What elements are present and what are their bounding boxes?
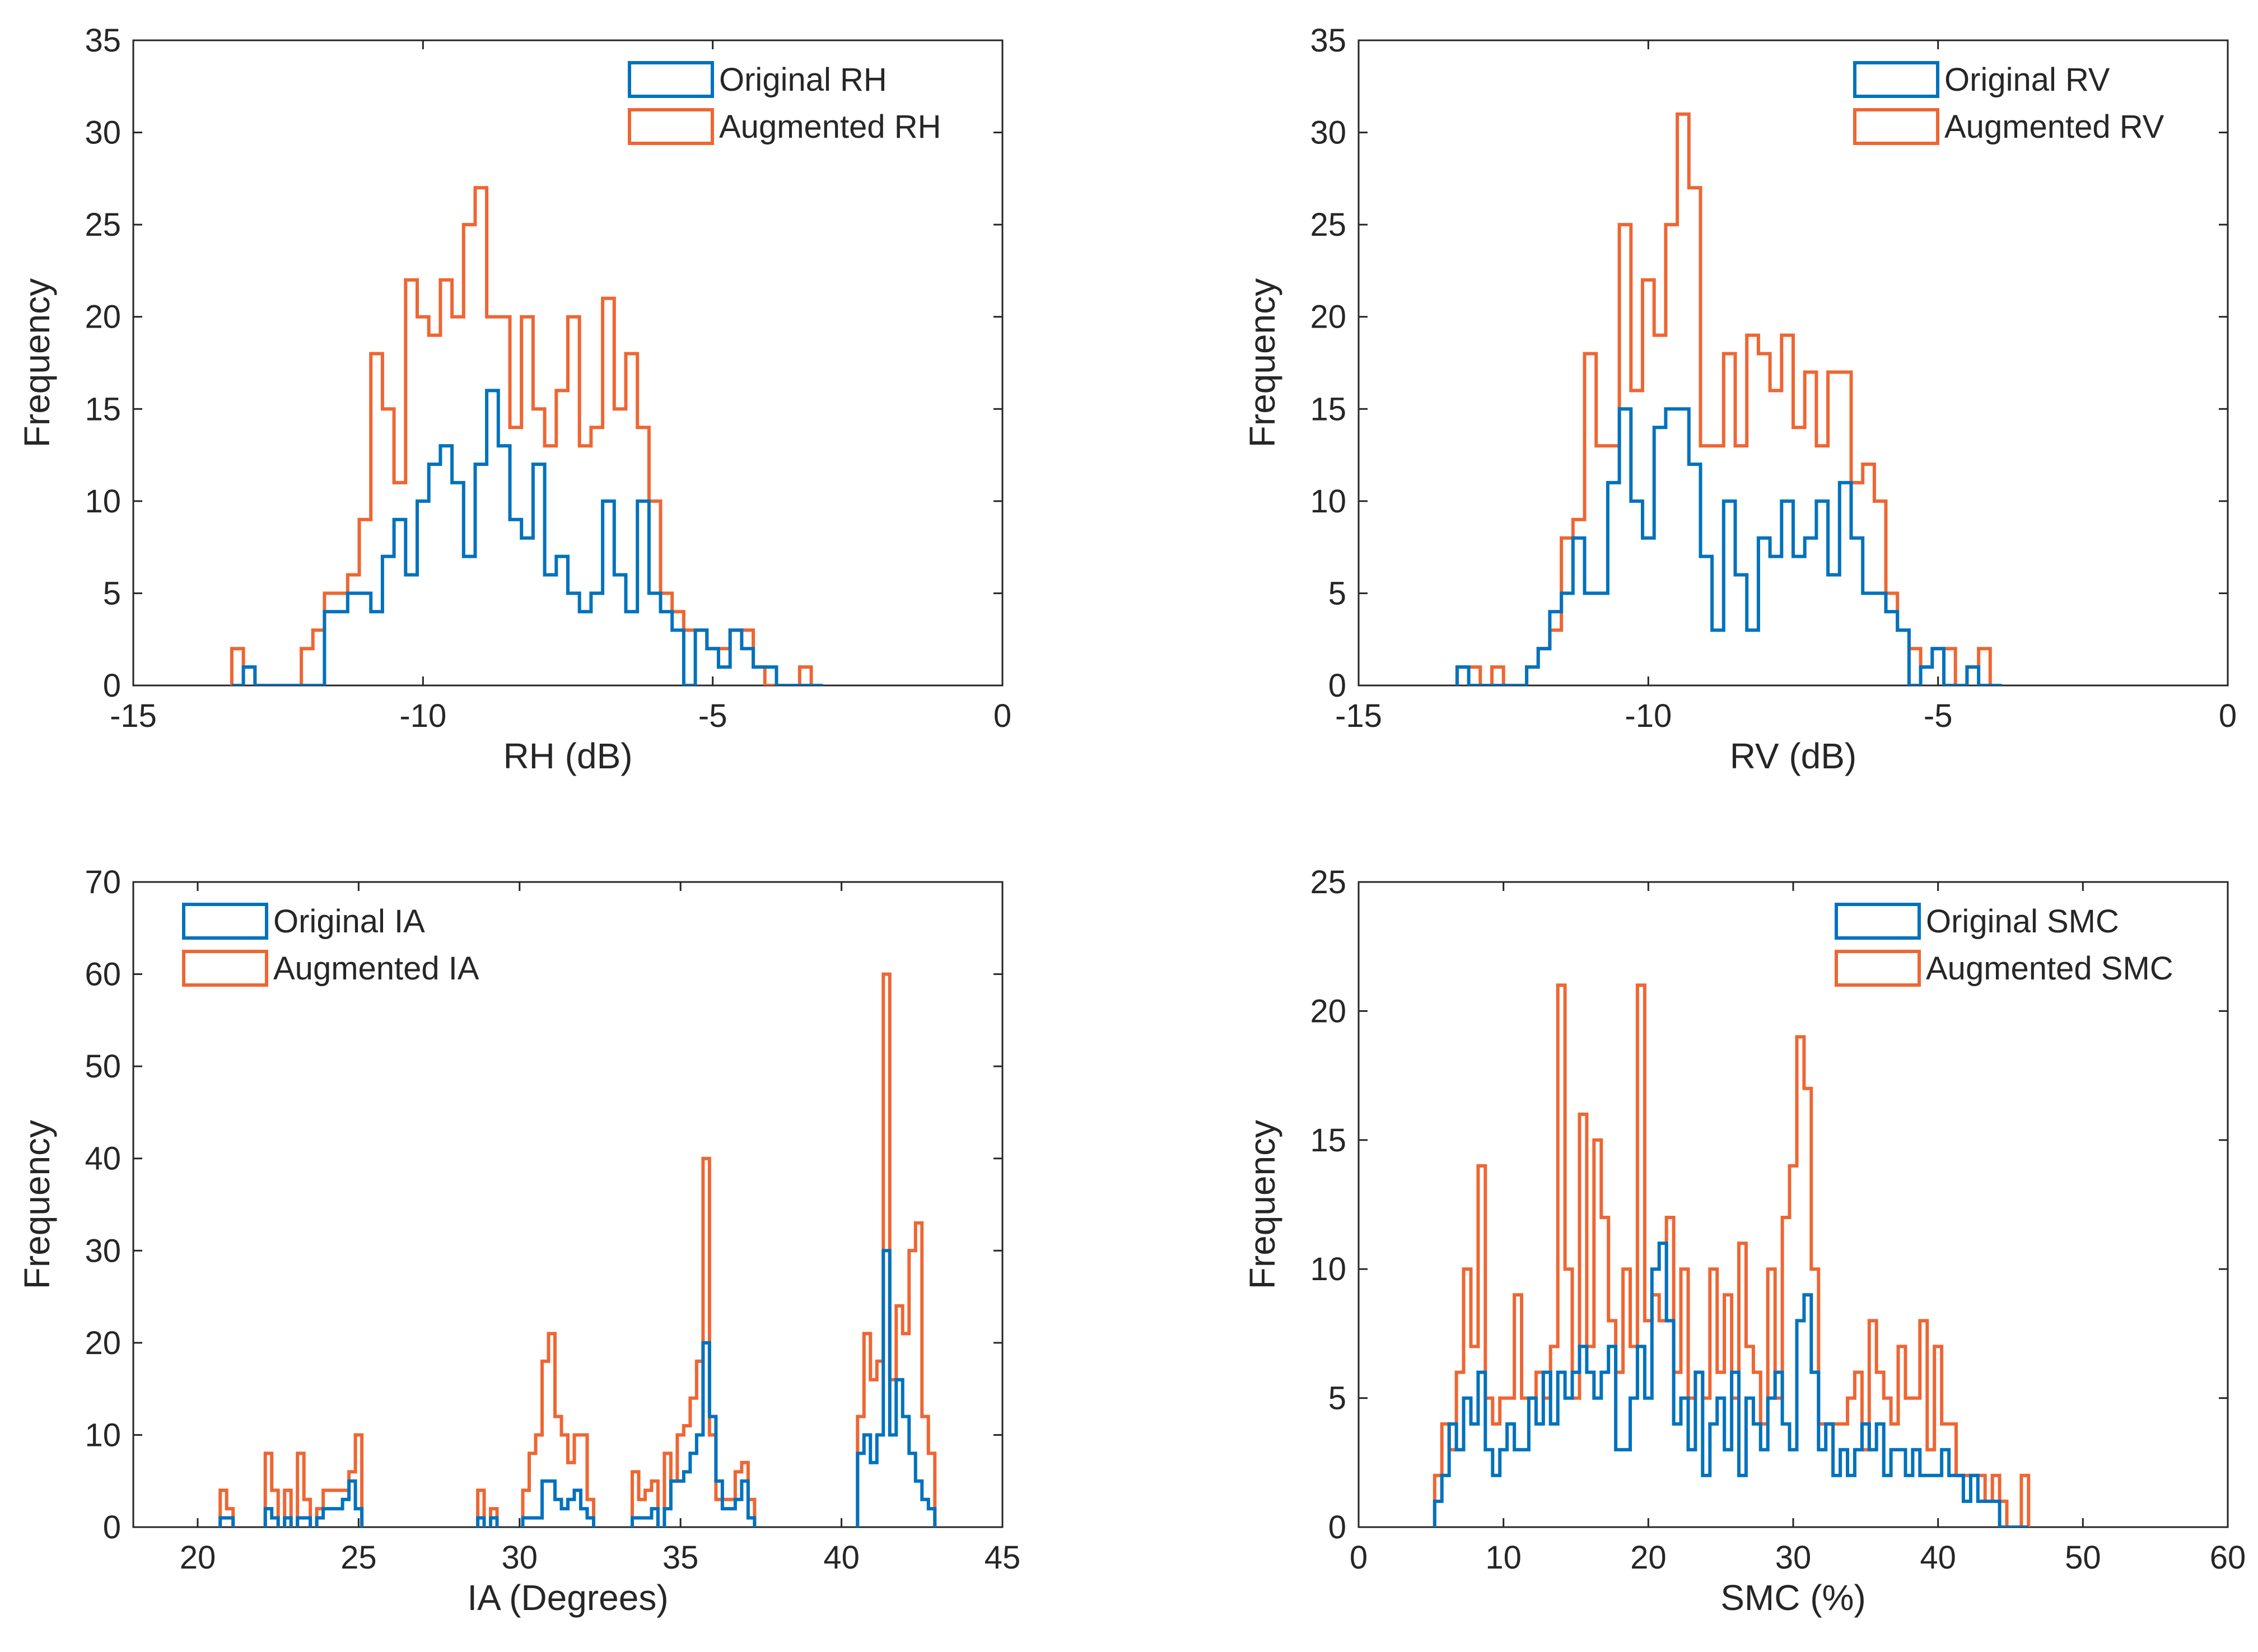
y-tick-label: 20 xyxy=(1310,299,1346,335)
legend-swatch-original xyxy=(628,61,714,98)
y-tick-label: 20 xyxy=(85,299,121,335)
panel-rh: -15 -10 -5 0 0 5 10 15 20 25 30 35 RH (dB) Frequency O… xyxy=(17,22,1011,776)
y-tick-label: 30 xyxy=(85,1233,121,1269)
x-tick-label: 20 xyxy=(1630,1539,1667,1576)
histogram-augmented-series xyxy=(218,972,937,1527)
y-axis-label: Frequency xyxy=(17,278,57,447)
x-tick-label: 50 xyxy=(2065,1539,2101,1576)
legend-swatch-original xyxy=(182,903,268,940)
x-tick-label: 0 xyxy=(993,698,1011,734)
histogram-augmented-series xyxy=(1455,112,2002,685)
x-axis-label: RV (dB) xyxy=(1730,736,1856,776)
legend-label-original: Original SMC xyxy=(1926,903,2119,940)
legend-label-original: Original RV xyxy=(1944,62,2110,98)
y-tick-label: 0 xyxy=(1328,668,1346,704)
x-tick-label: -10 xyxy=(399,698,446,734)
histogram-original-series xyxy=(231,389,823,685)
panel-ia: 20 25 30 35 40 45 0 10 20 30 40 50 60 70 IA (Degrees) F… xyxy=(17,864,1020,1618)
x-tick-label: 25 xyxy=(340,1539,377,1576)
x-tick-label: 45 xyxy=(985,1539,1021,1576)
y-tick-label: 15 xyxy=(1310,391,1346,427)
y-tick-label: 10 xyxy=(1310,483,1346,520)
y-tick-label: 35 xyxy=(85,22,121,59)
x-tick-label: 35 xyxy=(663,1539,699,1576)
legend-swatch-augmented xyxy=(182,950,268,987)
x-tick-label: 0 xyxy=(2219,698,2237,734)
y-tick-label: 60 xyxy=(85,956,121,993)
y-tick-label: 20 xyxy=(85,1325,121,1361)
y-tick-label: 25 xyxy=(85,207,121,243)
x-axis-label: RH (dB) xyxy=(503,736,632,776)
x-axis-label: SMC (%) xyxy=(1720,1578,1866,1618)
x-tick-label: 0 xyxy=(1350,1539,1368,1576)
x-tick-label: 60 xyxy=(2210,1539,2246,1576)
legend-label-augmented: Augmented SMC xyxy=(1926,950,2173,987)
y-tick-label: 30 xyxy=(85,115,121,151)
histogram-augmented-series xyxy=(230,186,823,685)
legend-swatch-augmented xyxy=(1835,950,1921,987)
panel-rv: -15 -10 -5 0 0 5 10 15 20 25 30 35 RV (dB) Frequency O… xyxy=(1242,22,2237,776)
y-tick-label: 10 xyxy=(85,1417,121,1453)
y-tick-label: 0 xyxy=(103,668,121,704)
x-tick-label: -10 xyxy=(1625,698,1672,734)
legend-label-augmented: Augmented RV xyxy=(1944,109,2164,145)
legend-swatch-augmented xyxy=(1853,108,1939,145)
plot-frame xyxy=(132,39,1004,687)
x-tick-label: -15 xyxy=(110,698,157,734)
y-tick-label: 10 xyxy=(85,483,121,520)
x-tick-label: -5 xyxy=(698,698,727,734)
y-tick-label: 40 xyxy=(85,1141,121,1177)
y-tick-label: 25 xyxy=(1310,207,1346,243)
plot-frame xyxy=(1357,39,2229,687)
y-tick-label: 25 xyxy=(1310,864,1346,900)
legend-label-original: Original RH xyxy=(719,62,887,98)
x-tick-label: 40 xyxy=(823,1539,860,1576)
y-axis-label: Frequency xyxy=(1242,1120,1282,1289)
legend-swatch-original xyxy=(1835,903,1921,940)
histogram-original-series xyxy=(218,1249,937,1527)
x-tick-label: 30 xyxy=(1775,1539,1812,1576)
legend-label-augmented: Augmented RH xyxy=(719,109,941,145)
panel-smc: 0 10 20 30 40 50 60 0 5 10 15 20 25 SMC (%) Frequency O… xyxy=(1242,864,2246,1618)
y-tick-label: 35 xyxy=(1310,22,1346,59)
x-tick-label: -5 xyxy=(1924,698,1953,734)
y-tick-label: 20 xyxy=(1310,993,1346,1029)
y-tick-label: 0 xyxy=(1328,1509,1346,1546)
y-tick-label: 5 xyxy=(1328,575,1346,612)
x-tick-label: 20 xyxy=(180,1539,216,1576)
y-axis-label: Frequency xyxy=(1242,278,1282,447)
legend-swatch-augmented xyxy=(628,108,714,145)
y-axis-label: Frequency xyxy=(17,1120,57,1289)
histogram-original-series xyxy=(1455,407,2002,685)
y-tick-label: 5 xyxy=(1328,1380,1346,1417)
x-tick-label: -15 xyxy=(1335,698,1382,734)
y-tick-label: 50 xyxy=(85,1048,121,1085)
y-tick-label: 15 xyxy=(1310,1122,1346,1159)
y-tick-label: 30 xyxy=(1310,115,1346,151)
legend-swatch-original xyxy=(1853,61,1939,98)
y-tick-label: 10 xyxy=(1310,1251,1346,1287)
legend-label-augmented: Augmented IA xyxy=(273,950,479,987)
legend-label-original: Original IA xyxy=(273,903,425,940)
y-tick-label: 0 xyxy=(103,1509,121,1546)
histogram-original-series xyxy=(1433,1242,2029,1527)
x-axis-label: IA (Degrees) xyxy=(467,1578,668,1618)
x-tick-label: 30 xyxy=(502,1539,538,1576)
x-tick-label: 40 xyxy=(1920,1539,1956,1576)
x-tick-label: 10 xyxy=(1485,1539,1522,1576)
plot-frame xyxy=(132,881,1004,1528)
y-tick-label: 70 xyxy=(85,864,121,900)
y-tick-label: 15 xyxy=(85,391,121,427)
y-tick-label: 5 xyxy=(103,575,121,612)
